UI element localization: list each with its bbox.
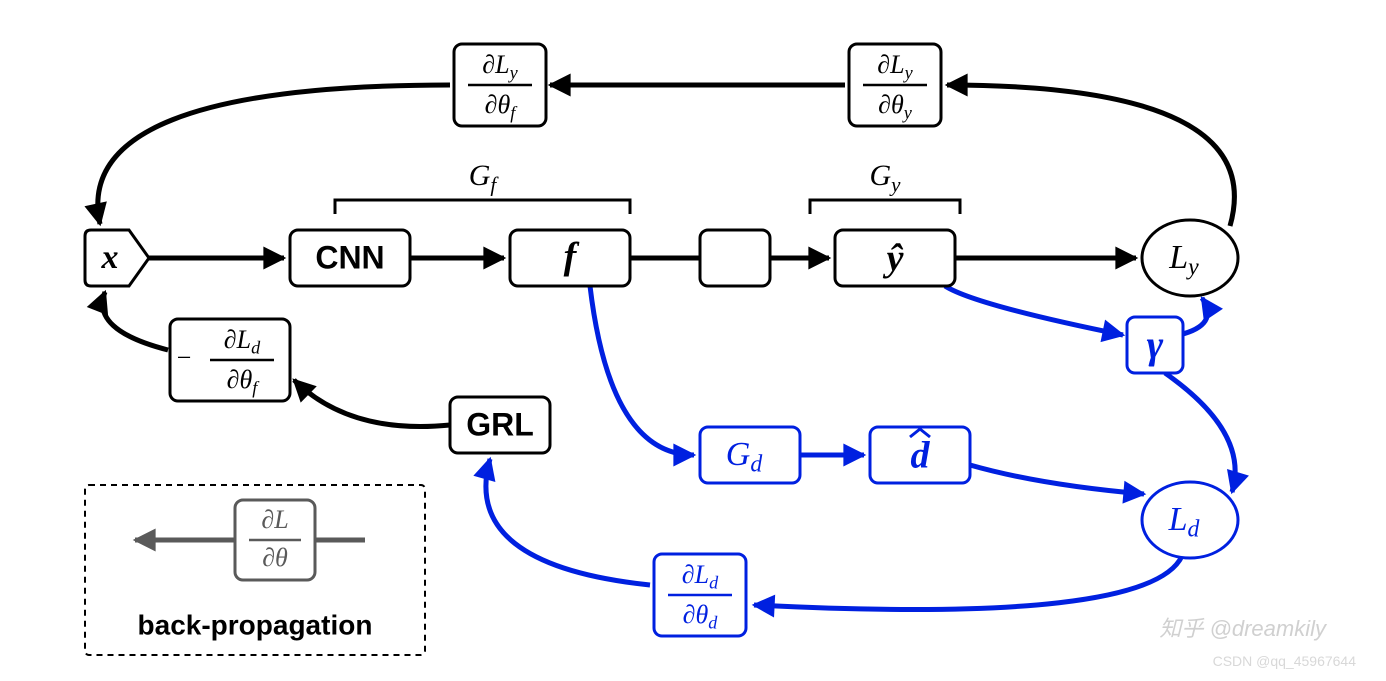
svg-text:Gy: Gy [870,159,902,196]
svg-text:∂θ: ∂θ [262,543,288,572]
svg-text:GRL: GRL [466,406,534,442]
svg-text:−: − [177,343,192,372]
svg-text:back-propagation: back-propagation [138,609,373,640]
svg-text:d: d [911,435,931,477]
watermark-zhihu: 知乎 @dreamkily [1159,611,1326,643]
svg-text:ŷ: ŷ [883,238,904,280]
svg-text:x: x [101,239,119,276]
diagram-canvas: GfGyxCNNfŷLyGRLGddγLd∂Ly∂θf∂Ly∂θy∂Ld∂θf−… [0,0,1386,681]
svg-text:γ: γ [1147,322,1164,367]
watermark-csdn: CSDN @qq_45967644 [1213,653,1356,669]
svg-text:∂L: ∂L [261,505,288,534]
svg-text:CNN: CNN [315,239,384,275]
svg-text:Gf: Gf [469,159,500,196]
